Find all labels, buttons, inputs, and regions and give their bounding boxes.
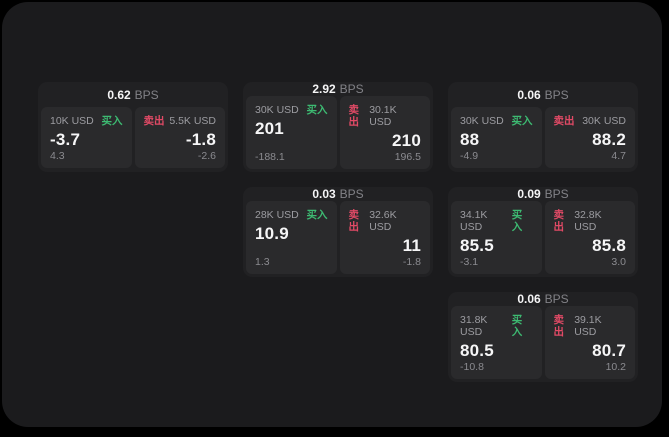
bps-value: 0.06 (517, 87, 541, 102)
bps-unit-label: BPS (544, 292, 569, 306)
buy-side-label: 买入 (511, 209, 523, 233)
sell-sub-value: -1.8 (402, 256, 421, 268)
quote-card: 0.62 BPS 10K USD 买入 -3.7 4.3 卖出 5.5K USD (38, 82, 228, 172)
buy-price: 201 (255, 119, 284, 138)
bps-value: 2.92 (312, 82, 336, 96)
buy-panel[interactable]: 10K USD 买入 -3.7 4.3 (41, 107, 132, 168)
card-header: 2.92 BPS (246, 82, 430, 96)
sell-price: 11 (402, 236, 421, 255)
buy-sub-value: 1.3 (255, 256, 270, 268)
buy-side-label: 买入 (511, 314, 523, 338)
sell-panel[interactable]: 卖出 30K USD 88.2 4.7 (544, 107, 635, 168)
buy-side-label: 买入 (306, 209, 328, 221)
sell-price: -1.8 (185, 130, 216, 149)
buy-side-label: 买入 (511, 115, 533, 127)
card-header: 0.06 BPS (451, 292, 635, 306)
sell-side-label: 卖出 (553, 314, 565, 338)
buy-sub-value: -4.9 (460, 150, 479, 162)
buy-panel[interactable]: 28K USD 买入 10.9 1.3 (246, 201, 337, 274)
sell-side-label: 卖出 (143, 115, 165, 127)
buy-panel[interactable]: 30K USD 买入 201 -188.1 (246, 96, 337, 169)
bps-value: 0.06 (517, 292, 541, 306)
bps-value: 0.62 (107, 87, 131, 102)
sell-side-label: 卖出 (553, 115, 575, 127)
sell-sub-value: 3.0 (611, 256, 626, 268)
bps-unit-label: BPS (339, 187, 364, 201)
quote-card: 0.06 BPS 30K USD 买入 88 -4.9 卖出 30K USD (448, 82, 638, 172)
sell-panel[interactable]: 卖出 39.1K USD 80.7 10.2 (544, 306, 635, 379)
buy-size-label: 30K USD (255, 104, 299, 116)
sell-price: 88.2 (592, 130, 626, 149)
quote-card: 0.03 BPS 28K USD 买入 10.9 1.3 卖出 32.6K US… (243, 187, 433, 277)
sell-sub-value: 196.5 (394, 151, 421, 163)
sell-size-label: 32.6K USD (369, 209, 397, 233)
buy-sub-value: -3.1 (460, 256, 479, 268)
buy-price: 10.9 (255, 224, 289, 243)
bps-unit-label: BPS (544, 187, 569, 201)
sell-sub-value: 4.7 (611, 150, 626, 162)
sell-side-label: 卖出 (553, 209, 565, 233)
buy-size-label: 30K USD (460, 115, 504, 127)
quote-card: 0.09 BPS 34.1K USD 买入 85.5 -3.1 卖出 32.8K… (448, 187, 638, 277)
buy-sub-value: 4.3 (50, 150, 65, 162)
buy-panel[interactable]: 30K USD 买入 88 -4.9 (451, 107, 542, 168)
bps-unit-label: BPS (339, 82, 364, 96)
buy-size-label: 31.8K USD (460, 314, 488, 338)
bps-unit-label: BPS (544, 87, 569, 102)
buy-size-label: 34.1K USD (460, 209, 488, 233)
buy-price: 85.5 (460, 236, 494, 255)
sell-price: 85.8 (592, 236, 626, 255)
buy-panel[interactable]: 34.1K USD 买入 85.5 -3.1 (451, 201, 542, 274)
app-panel: 0.62 BPS 10K USD 买入 -3.7 4.3 卖出 5.5K USD (2, 2, 662, 427)
sell-price: 210 (392, 131, 421, 150)
quote-card: 2.92 BPS 30K USD 买入 201 -188.1 卖出 30.1K … (243, 82, 433, 172)
quote-card-grid: 0.62 BPS 10K USD 买入 -3.7 4.3 卖出 5.5K USD (38, 82, 638, 382)
quote-card: 0.06 BPS 31.8K USD 买入 80.5 -10.8 卖出 39.1… (448, 292, 638, 382)
sell-panel[interactable]: 卖出 32.8K USD 85.8 3.0 (544, 201, 635, 274)
buy-price: 80.5 (460, 341, 494, 360)
sell-price: 80.7 (592, 341, 626, 360)
sell-side-label: 卖出 (348, 104, 360, 128)
buy-size-label: 28K USD (255, 209, 299, 221)
bps-value: 0.03 (312, 187, 336, 201)
card-header: 0.62 BPS (41, 82, 225, 107)
sell-panel[interactable]: 卖出 30.1K USD 210 196.5 (339, 96, 430, 169)
sell-size-label: 5.5K USD (169, 115, 216, 127)
sell-size-label: 30K USD (582, 115, 626, 127)
bps-unit-label: BPS (134, 87, 159, 102)
sell-size-label: 32.8K USD (574, 209, 602, 233)
sell-panel[interactable]: 卖出 5.5K USD -1.8 -2.6 (134, 107, 225, 168)
card-header: 0.09 BPS (451, 187, 635, 201)
buy-side-label: 买入 (306, 104, 328, 116)
sell-size-label: 30.1K USD (369, 104, 397, 128)
card-header: 0.06 BPS (451, 82, 635, 107)
buy-price: -3.7 (50, 130, 81, 149)
buy-price: 88 (460, 130, 480, 149)
sell-panel[interactable]: 卖出 32.6K USD 11 -1.8 (339, 201, 430, 274)
sell-sub-value: -2.6 (197, 150, 216, 162)
buy-size-label: 10K USD (50, 115, 94, 127)
sell-sub-value: 10.2 (605, 361, 626, 373)
card-header: 0.03 BPS (246, 187, 430, 201)
sell-size-label: 39.1K USD (574, 314, 602, 338)
buy-sub-value: -188.1 (255, 151, 285, 163)
bps-value: 0.09 (517, 187, 541, 201)
buy-panel[interactable]: 31.8K USD 买入 80.5 -10.8 (451, 306, 542, 379)
buy-side-label: 买入 (101, 115, 123, 127)
sell-side-label: 卖出 (348, 209, 360, 233)
buy-sub-value: -10.8 (460, 361, 484, 373)
